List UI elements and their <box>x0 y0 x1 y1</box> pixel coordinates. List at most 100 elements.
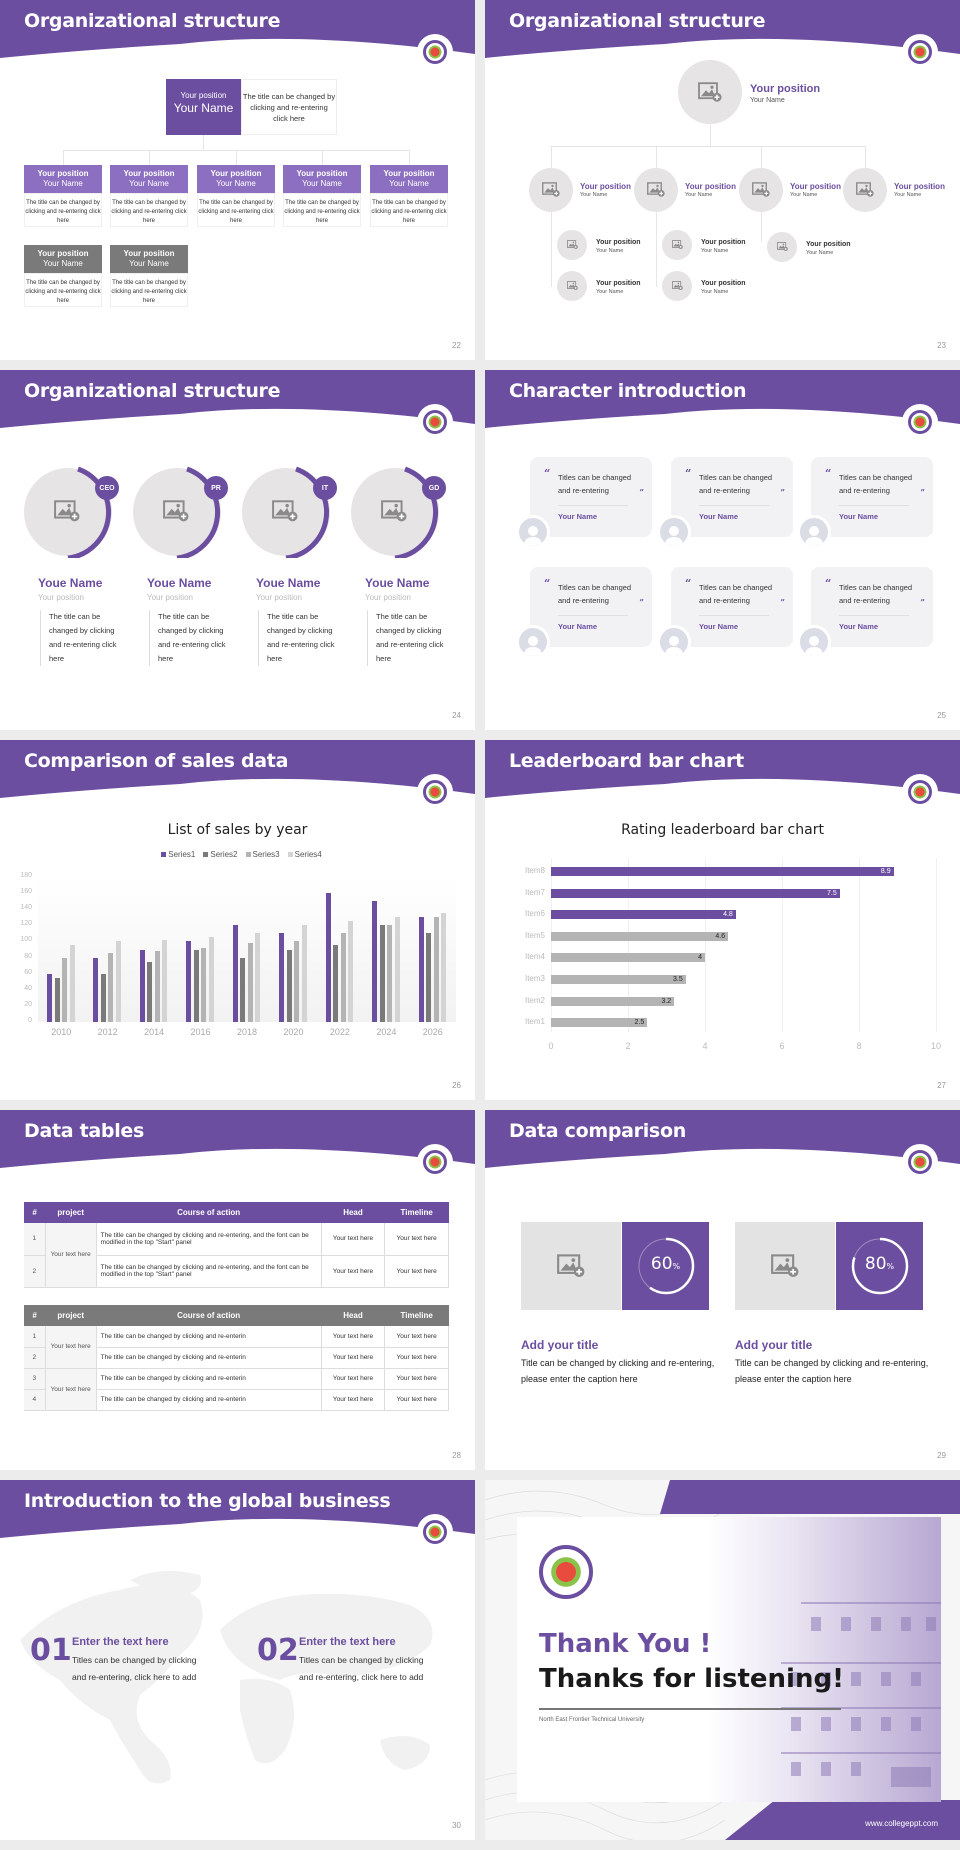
item-description: Titles can be changed by clicking and re… <box>72 1655 197 1682</box>
table-row[interactable]: 3 Your text here The title can be changed … <box>24 1368 449 1411</box>
table-header: # project Course of action Head Timeline <box>24 1305 449 1326</box>
org-card[interactable]: Your position Your Name The title can be … <box>197 165 275 227</box>
level2-position: Your position Your Name <box>596 280 641 295</box>
org-card[interactable]: Your position Your Name The title can be … <box>283 165 361 227</box>
gridline <box>705 858 706 1032</box>
website-link[interactable]: www.collegeppt.com <box>865 1819 938 1828</box>
bar-series2 <box>240 957 246 1022</box>
image-placeholder[interactable] <box>163 500 189 527</box>
x-tick: 4 <box>702 1041 708 1051</box>
bar-series4 <box>162 939 168 1022</box>
image-placeholder[interactable] <box>521 1222 621 1310</box>
table-row[interactable]: 1 Your text here The title can be changed … <box>24 1223 449 1288</box>
level1-photo[interactable] <box>739 168 783 212</box>
slide-30[interactable]: Introduction to the global business 01 E… <box>0 1480 475 1840</box>
org-card[interactable]: Your position Your Name The title can be … <box>110 165 188 227</box>
bar-series3 <box>108 952 114 1022</box>
slide-header: Organizational structure <box>0 370 475 430</box>
action-cell: The title can be changed by clicking and… <box>96 1326 322 1348</box>
image-placeholder[interactable] <box>54 500 80 527</box>
bar-series2 <box>333 944 339 1022</box>
quote-card[interactable]: “ Titles can be changed and re-entering … <box>671 567 793 647</box>
image-placeholder-icon <box>698 82 722 102</box>
action-cell: The title can be changed by clicking and… <box>96 1223 322 1256</box>
slide-24[interactable]: Organizational structure CEO Youe Name P… <box>0 370 475 730</box>
user-icon <box>524 636 542 656</box>
image-placeholder-icon <box>163 500 189 522</box>
level2-photo[interactable] <box>662 230 692 260</box>
item-description: Titles can be changed by clicking and re… <box>299 1655 424 1682</box>
name-label: Your Name <box>43 259 83 268</box>
level1-position: Your position Your Name <box>580 182 631 198</box>
person-name: Youe Name <box>38 576 103 590</box>
quote-card[interactable]: “ Titles can be changed and re-entering … <box>671 457 793 537</box>
level1-photo[interactable] <box>634 168 678 212</box>
image-placeholder[interactable] <box>272 500 298 527</box>
image-placeholder[interactable] <box>381 500 407 527</box>
top-position-box[interactable]: Your position Your Name <box>166 79 241 135</box>
action-cell: The title can be changed by clicking and… <box>96 1255 322 1288</box>
org-card[interactable]: Your position Your Name The title can be … <box>110 245 188 307</box>
card-description: The title can be changed by clicking and… <box>197 193 275 227</box>
bar-value: 4 <box>698 954 702 962</box>
org-card[interactable]: Your position Your Name The title can be … <box>24 245 102 307</box>
page-number: 23 <box>937 341 946 350</box>
chart-legend: Series1 Series2 Series3 Series4 <box>0 850 475 859</box>
top-photo[interactable] <box>678 60 742 124</box>
leaderboard-bar: 2.5 <box>551 1018 648 1028</box>
head-cell: Your text here <box>321 1255 386 1288</box>
card-description: The title can be changed by clicking and… <box>283 193 361 227</box>
x-tick: 2010 <box>51 1027 72 1037</box>
level2-photo[interactable] <box>557 271 587 301</box>
quote-card[interactable]: “ Titles can be changed and re-entering … <box>530 567 652 647</box>
slide-22[interactable]: Organizational structure Your position Y… <box>0 0 475 360</box>
data-table-2: # project Course of action Head Timeline 1 You… <box>24 1305 449 1411</box>
position-label: Your position <box>123 249 175 258</box>
slide-28[interactable]: Data tables # project Course of action Head… <box>0 1110 475 1470</box>
image-placeholder-icon <box>671 240 683 250</box>
item-description: Title can be changed by clicking and re-… <box>521 1358 715 1384</box>
connector <box>149 150 150 165</box>
slide-header: Comparison of sales data <box>0 740 475 800</box>
slide-25[interactable]: Character introduction “ Titles can be c… <box>485 370 960 730</box>
header-wave <box>485 1110 960 1168</box>
bar-series2 <box>54 977 60 1022</box>
slide-thank-you[interactable]: Thank You ! Thanks for listening! North … <box>485 1480 960 1840</box>
gridline <box>782 858 783 1032</box>
table-row[interactable]: 2 The title can be changed by clicking an… <box>24 1255 449 1288</box>
y-tick: 40 <box>24 984 32 992</box>
level2-photo[interactable] <box>767 232 797 262</box>
avatar <box>797 515 831 549</box>
table-row[interactable]: 4 The title can be changed by clicking an… <box>24 1389 449 1411</box>
level1-photo[interactable] <box>529 168 573 212</box>
slide-23[interactable]: Organizational structure Your position Yo… <box>485 0 960 360</box>
page-number: 30 <box>452 1821 461 1830</box>
head-cell: Your text here <box>321 1223 386 1256</box>
slide-27[interactable]: Leaderboard bar chart Rating leaderboard… <box>485 740 960 1100</box>
bar-series3 <box>294 941 300 1022</box>
x-tick: 2024 <box>376 1027 397 1037</box>
quote-card[interactable]: “ Titles can be changed and re-entering … <box>530 457 652 537</box>
level2-photo[interactable] <box>662 271 692 301</box>
org-card[interactable]: Your position Your Name The title can be … <box>24 165 102 227</box>
bar-value: 8.9 <box>880 868 891 875</box>
user-icon <box>805 526 823 546</box>
slide-26[interactable]: Comparison of sales data List of sales b… <box>0 740 475 1100</box>
action-cell: The title can be changed by clicking and… <box>96 1368 322 1390</box>
slide-29[interactable]: Data comparison 60% Add your title Title… <box>485 1110 960 1470</box>
level2-photo[interactable] <box>557 230 587 260</box>
column-header: # <box>32 1208 37 1217</box>
image-placeholder[interactable] <box>735 1222 835 1310</box>
slide-title: Organizational structure <box>509 10 766 32</box>
university-logo <box>902 404 938 440</box>
quote-card[interactable]: “ Titles can be changed and re-entering … <box>811 457 933 537</box>
table-row[interactable]: 1 Your text here The title can be changed … <box>24 1326 449 1369</box>
table-row[interactable]: 2 The title can be changed by clicking an… <box>24 1347 449 1369</box>
leaderboard-bar: 3.2 <box>551 996 675 1006</box>
y-tick: Item1 <box>524 1017 545 1027</box>
header-wave <box>485 740 960 798</box>
quote-card[interactable]: “ Titles can be changed and re-entering … <box>811 567 933 647</box>
image-placeholder-icon <box>771 1254 799 1278</box>
org-card[interactable]: Your position Your Name The title can be … <box>370 165 448 227</box>
level1-photo[interactable] <box>843 168 887 212</box>
